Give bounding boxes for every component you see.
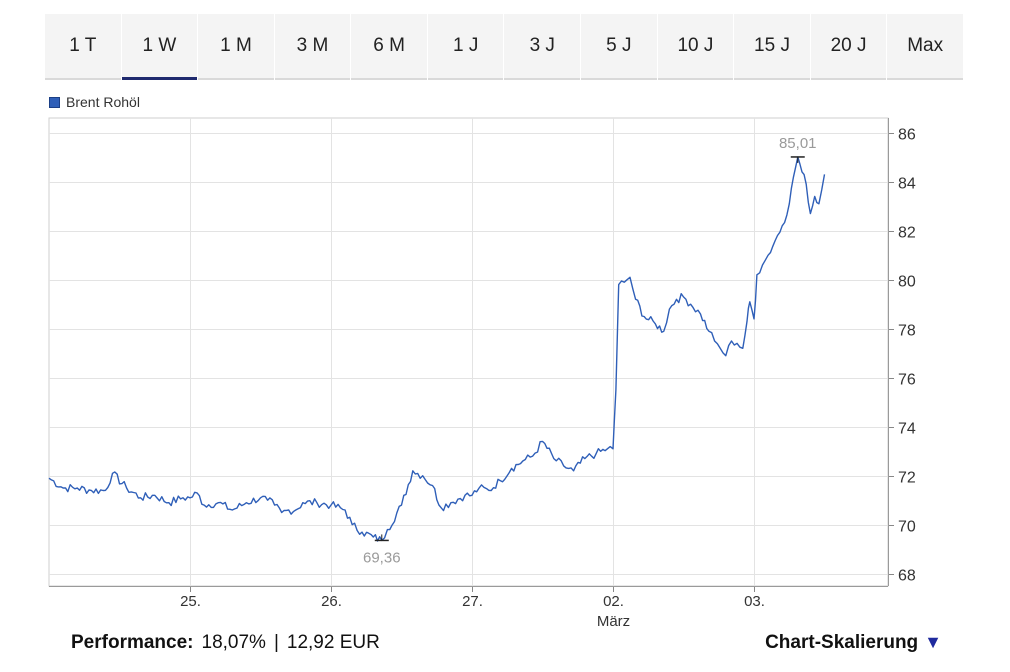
- performance-absolute: 12,92 EUR: [286, 632, 380, 653]
- x-tick-label: 25.: [180, 593, 201, 610]
- y-tick-label: 74: [898, 421, 916, 438]
- x-tick-label: 27.: [462, 593, 483, 610]
- y-tick-label: 84: [898, 176, 916, 193]
- tab-20j[interactable]: 20 J: [810, 14, 887, 80]
- tab-1t[interactable]: 1 T: [45, 14, 121, 80]
- tab-3m[interactable]: 3 M: [274, 14, 351, 80]
- tab-1j[interactable]: 1 J: [427, 14, 504, 80]
- performance-summary: Performance: 18,07% | 12,92 EUR: [71, 632, 380, 654]
- y-tick-label: 68: [898, 568, 916, 585]
- max-value-label: 85,01: [779, 135, 817, 152]
- triangle-down-icon: ▼: [924, 632, 942, 652]
- performance-percent: 18,07%: [201, 632, 266, 653]
- y-tick-label: 76: [898, 372, 916, 389]
- chart-scaling-label: Chart-Skalierung: [765, 632, 919, 653]
- chart-legend: Brent Rohöl: [49, 94, 140, 110]
- price-chart: 68 70 72 74 76 78 80 82 84 86 25. 26. 27. 02. März 03. 6…: [48, 117, 916, 630]
- tab-3j[interactable]: 3 J: [504, 14, 581, 80]
- y-tick-label: 86: [898, 127, 916, 144]
- tab-max[interactable]: Max: [887, 14, 963, 80]
- series-line-brent: [48, 156, 826, 542]
- y-tick-label: 72: [898, 470, 916, 487]
- x-tick-label: 02.: [603, 593, 624, 610]
- legend-label: Brent Rohöl: [66, 94, 140, 110]
- chart-scaling-button[interactable]: Chart-Skalierung ▼: [765, 632, 942, 654]
- x-tick-sublabel: März: [597, 613, 630, 630]
- y-tick-label: 82: [898, 225, 916, 242]
- performance-separator: |: [273, 632, 279, 653]
- y-tick-label: 70: [898, 519, 916, 536]
- y-tick-label: 80: [898, 274, 916, 291]
- tab-10j[interactable]: 10 J: [657, 14, 734, 80]
- legend-swatch-icon: [49, 96, 60, 108]
- tab-1m[interactable]: 1 M: [198, 14, 274, 80]
- plot-area: [48, 117, 889, 587]
- tab-15j[interactable]: 15 J: [734, 14, 810, 80]
- x-tick-label: 26.: [321, 593, 342, 610]
- tab-1w[interactable]: 1 W: [121, 14, 198, 80]
- tab-6m[interactable]: 6 M: [351, 14, 427, 80]
- min-value-label: 69,36: [363, 549, 401, 566]
- x-tick-label: 03.: [744, 593, 765, 610]
- performance-label: Performance:: [71, 632, 194, 653]
- tab-5j[interactable]: 5 J: [581, 14, 657, 80]
- y-tick-label: 78: [898, 323, 916, 340]
